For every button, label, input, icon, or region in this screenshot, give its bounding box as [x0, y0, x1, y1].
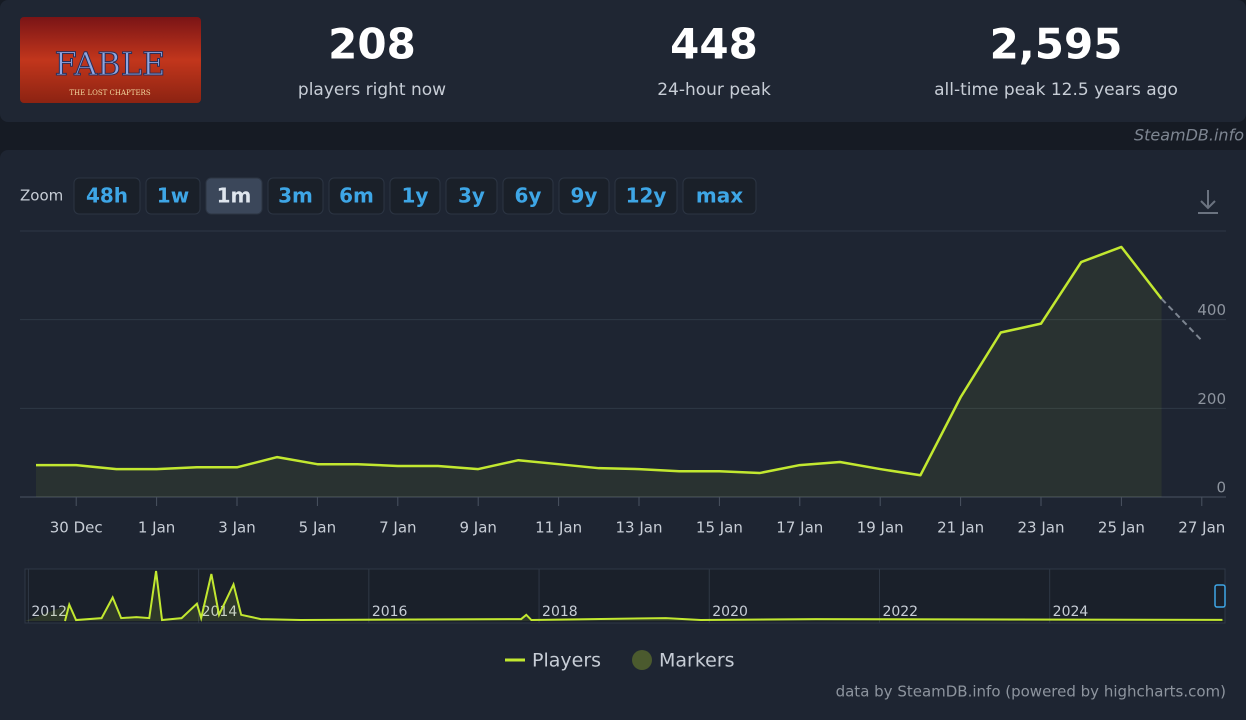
navigator-year: 2022: [882, 604, 918, 620]
zoom-button-label[interactable]: 6m: [339, 184, 374, 208]
navigator-year: 2024: [1053, 604, 1089, 620]
stat-label: players right now: [298, 80, 446, 100]
zoom-button-label[interactable]: 6y: [515, 184, 542, 208]
x-tick-label: 17 Jan: [776, 519, 823, 537]
zoom-button-label[interactable]: 1m: [217, 184, 252, 208]
x-tick-label: 27 Jan: [1178, 519, 1225, 537]
zoom-button[interactable]: 1y: [389, 177, 441, 215]
zoom-button-label[interactable]: max: [696, 184, 743, 208]
x-tick-label: 9 Jan: [459, 519, 496, 537]
navigator-year: 2020: [712, 604, 748, 620]
legend-swatch: [632, 650, 652, 670]
x-tick-label: 1 Jan: [138, 519, 175, 537]
x-tick-label: 7 Jan: [379, 519, 416, 537]
area-fill: [36, 246, 1162, 497]
zoom-button[interactable]: max: [682, 177, 757, 215]
navigator-frame: [24, 568, 1226, 624]
stat-value: 448: [670, 20, 758, 69]
zoom-button[interactable]: 48h: [73, 177, 141, 215]
zoom-button-label[interactable]: 3y: [458, 184, 485, 208]
x-tick-label: 19 Jan: [857, 519, 904, 537]
zoom-button[interactable]: 3y: [445, 177, 498, 215]
zoom-button-label[interactable]: 1y: [402, 184, 429, 208]
chart: 0 200 400 30 Dec 1 Jan 3 Jan 5 Jan 7 Jan 9 Jan 11…: [20, 230, 1226, 672]
zoom-button-bg[interactable]: [682, 177, 757, 215]
x-tick-label: 3 Jan: [218, 519, 255, 537]
zoom-button[interactable]: 9y: [558, 177, 610, 215]
legend-label[interactable]: Markers: [659, 650, 735, 672]
x-tick-label: 23 Jan: [1018, 519, 1065, 537]
download-icon[interactable]: [1198, 190, 1218, 214]
stat-label: all-time peak 12.5 years ago: [934, 80, 1178, 100]
zoom-button-bg[interactable]: [614, 177, 678, 215]
zoom-button[interactable]: 3m: [267, 177, 324, 215]
credits: data by SteamDB.info (powered by highcha…: [836, 683, 1226, 701]
players-line: [36, 245, 1163, 477]
x-tick-label: 15 Jan: [696, 519, 743, 537]
x-tick-label: 5 Jan: [299, 519, 336, 537]
x-tick-label: 11 Jan: [535, 519, 582, 537]
stat-value: 208: [328, 20, 416, 69]
stat-value: 2,595: [990, 20, 1123, 69]
zoom-button-label[interactable]: 9y: [571, 184, 598, 208]
zoom-button-bg[interactable]: [205, 177, 263, 215]
zoom-button-bg[interactable]: [389, 177, 441, 215]
zoom-button-bg[interactable]: [558, 177, 610, 215]
navigator-line: [64, 570, 1223, 623]
zoom-button-bg[interactable]: [502, 177, 554, 215]
navigator-handle[interactable]: [1214, 584, 1226, 608]
zoom-button-label[interactable]: 48h: [86, 184, 128, 208]
y-tick-label: 400: [1197, 301, 1226, 319]
zoom-label: Zoom: [20, 187, 63, 205]
x-tick-label: 21 Jan: [937, 519, 984, 537]
x-tick-label: 13 Jan: [616, 519, 663, 537]
y-tick-label: 0: [1216, 479, 1226, 497]
zoom-button-bg[interactable]: [445, 177, 498, 215]
logo-subtitle: THE LOST CHAPTERS: [69, 89, 150, 97]
zoom-button-label[interactable]: 3m: [278, 184, 313, 208]
zoom-button-label[interactable]: 12y: [626, 184, 667, 208]
zoom-button[interactable]: 6y: [502, 177, 554, 215]
zoom-button[interactable]: 12y: [614, 177, 678, 215]
navigator-year: 2016: [372, 604, 408, 620]
stat-label: 24-hour peak: [657, 80, 771, 100]
zoom-button-bg[interactable]: [145, 177, 201, 215]
game-logo: [20, 17, 201, 103]
stats-panel: [0, 0, 1246, 122]
x-tick-label: 30 Dec: [50, 519, 103, 537]
zoom-button-label[interactable]: 1w: [157, 184, 189, 208]
zoom-buttons: 48h 1w 1m 3m 6m 1y 3y 6y 9y 12y max: [73, 177, 757, 215]
navigator-year: 2012: [31, 604, 67, 620]
zoom-button[interactable]: 1m: [205, 177, 263, 215]
zoom-button[interactable]: 1w: [145, 177, 201, 215]
zoom-button-bg[interactable]: [73, 177, 141, 215]
zoom-button-bg[interactable]: [328, 177, 385, 215]
navigator-year: 2018: [542, 604, 578, 620]
logo-title: FABLE: [55, 45, 166, 83]
x-tick-label: 25 Jan: [1098, 519, 1145, 537]
watermark: SteamDB.info: [1134, 126, 1244, 145]
legend-label[interactable]: Players: [532, 650, 601, 672]
y-tick-label: 200: [1197, 390, 1226, 408]
zoom-button-bg[interactable]: [267, 177, 324, 215]
zoom-button[interactable]: 6m: [328, 177, 385, 215]
